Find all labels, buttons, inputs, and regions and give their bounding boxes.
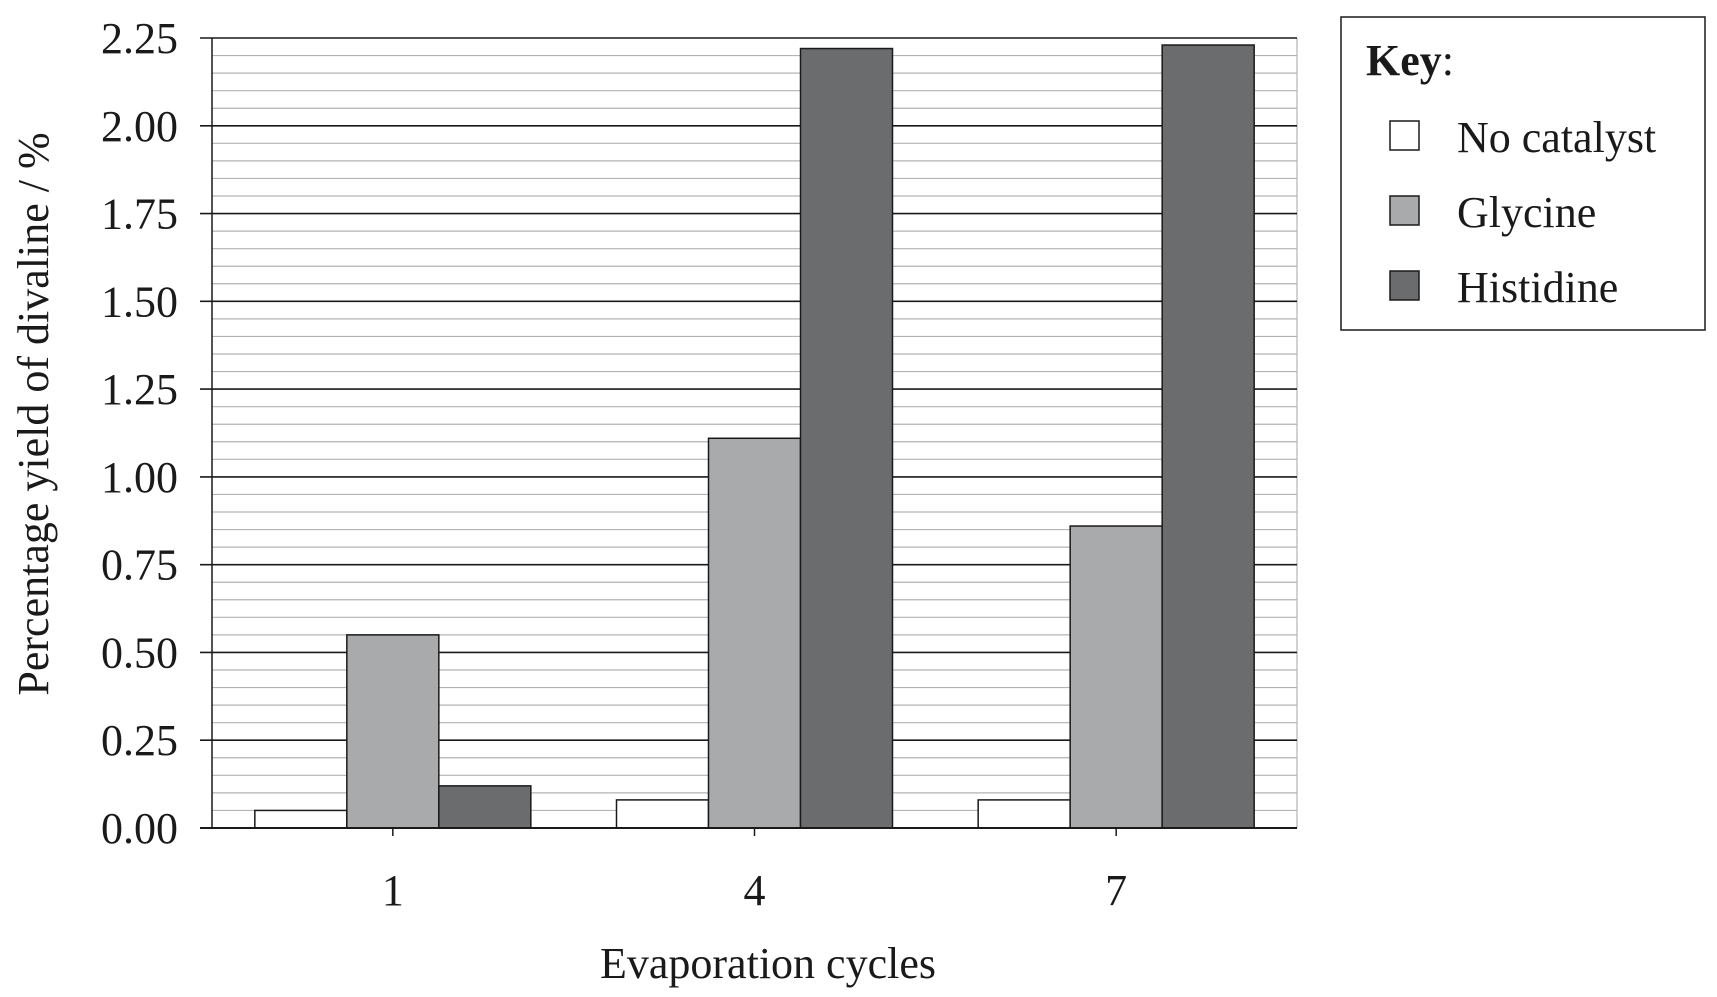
bar-histidine-cycle-1 xyxy=(438,785,532,829)
bar-histidine-cycle-4 xyxy=(799,47,894,829)
y-tick-label: 0.75 xyxy=(101,541,178,590)
y-axis-title: Percentage yield of divaline / % xyxy=(9,132,58,695)
bar-glycine-cycle-4 xyxy=(707,437,802,829)
legend-swatch-glycine xyxy=(1389,195,1420,226)
x-axis-title: Evaporation cycles xyxy=(600,939,936,988)
y-tick-label: 1.75 xyxy=(101,190,178,239)
bar-glycine-cycle-7 xyxy=(1069,525,1163,829)
bar-glycine-cycle-1 xyxy=(346,634,440,829)
bar-no-catalyst-cycle-4 xyxy=(615,799,710,829)
bars xyxy=(254,44,1255,829)
x-tick-label: 4 xyxy=(744,866,766,915)
y-tick-label: 1.50 xyxy=(101,277,178,326)
bar-no-catalyst-cycle-1 xyxy=(254,809,348,829)
x-tick-labels: 1 4 7 xyxy=(382,866,1127,915)
y-tick-label: 1.25 xyxy=(101,365,178,414)
y-tick-label: 0.00 xyxy=(101,804,178,853)
x-tick-label: 1 xyxy=(382,866,404,915)
y-tick-label: 0.50 xyxy=(101,628,178,677)
legend-label-glycine: Glycine xyxy=(1457,188,1596,237)
bar-histidine-cycle-7 xyxy=(1161,44,1255,829)
y-tick-label: 2.25 xyxy=(101,14,178,63)
x-tick-label: 7 xyxy=(1105,866,1127,915)
legend-swatch-no-catalyst xyxy=(1389,120,1420,151)
legend: Key: No catalyst Glycine Histidine xyxy=(1340,16,1706,331)
axes xyxy=(200,827,1297,836)
y-tick-label: 0.25 xyxy=(101,716,178,765)
y-tick-label: 2.00 xyxy=(101,102,178,151)
legend-label-no-catalyst: No catalyst xyxy=(1457,113,1656,162)
legend-swatch-histidine xyxy=(1389,270,1420,301)
legend-label-histidine: Histidine xyxy=(1457,263,1618,312)
legend-items: No catalyst Glycine Histidine xyxy=(1389,113,1656,312)
legend-title: Key: xyxy=(1366,36,1454,85)
y-tick-label: 1.00 xyxy=(101,453,178,502)
bar-no-catalyst-cycle-7 xyxy=(977,799,1071,829)
legend-title-colon: : xyxy=(1442,36,1454,85)
legend-title-key: Key xyxy=(1366,36,1442,85)
y-tick-labels: 0.00 0.25 0.50 0.75 1.00 1.25 1.50 1.75 2.00 2.25 xyxy=(101,14,178,853)
